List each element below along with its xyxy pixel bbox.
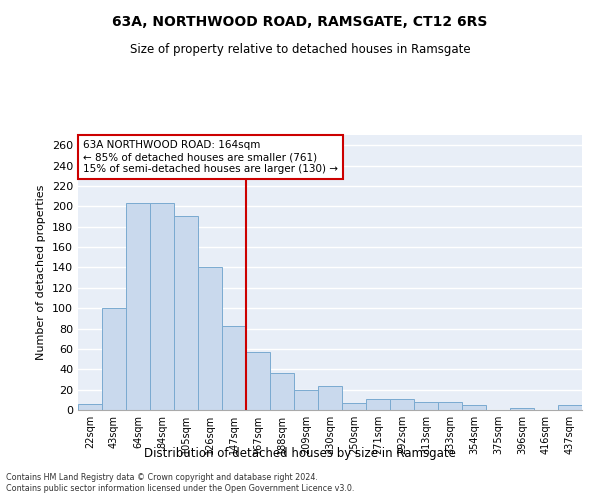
Bar	[126, 203, 150, 410]
Bar	[438, 402, 462, 410]
Bar	[198, 268, 222, 410]
Bar	[318, 386, 342, 410]
Bar	[462, 405, 486, 410]
Bar	[150, 203, 174, 410]
Bar	[366, 399, 390, 410]
Bar	[390, 399, 414, 410]
Bar	[510, 408, 534, 410]
Bar	[78, 404, 102, 410]
Text: Distribution of detached houses by size in Ramsgate: Distribution of detached houses by size …	[144, 448, 456, 460]
Bar	[246, 352, 270, 410]
Text: Contains HM Land Registry data © Crown copyright and database right 2024.: Contains HM Land Registry data © Crown c…	[6, 472, 318, 482]
Bar	[414, 402, 438, 410]
Text: 63A NORTHWOOD ROAD: 164sqm
← 85% of detached houses are smaller (761)
15% of sem: 63A NORTHWOOD ROAD: 164sqm ← 85% of deta…	[83, 140, 338, 173]
Bar	[342, 403, 366, 410]
Text: Size of property relative to detached houses in Ramsgate: Size of property relative to detached ho…	[130, 42, 470, 56]
Text: 63A, NORTHWOOD ROAD, RAMSGATE, CT12 6RS: 63A, NORTHWOOD ROAD, RAMSGATE, CT12 6RS	[112, 15, 488, 29]
Y-axis label: Number of detached properties: Number of detached properties	[37, 185, 46, 360]
Bar	[294, 390, 318, 410]
Bar	[102, 308, 126, 410]
Bar	[270, 374, 294, 410]
Bar	[558, 405, 582, 410]
Text: Contains public sector information licensed under the Open Government Licence v3: Contains public sector information licen…	[6, 484, 355, 493]
Bar	[174, 216, 198, 410]
Bar	[222, 326, 246, 410]
